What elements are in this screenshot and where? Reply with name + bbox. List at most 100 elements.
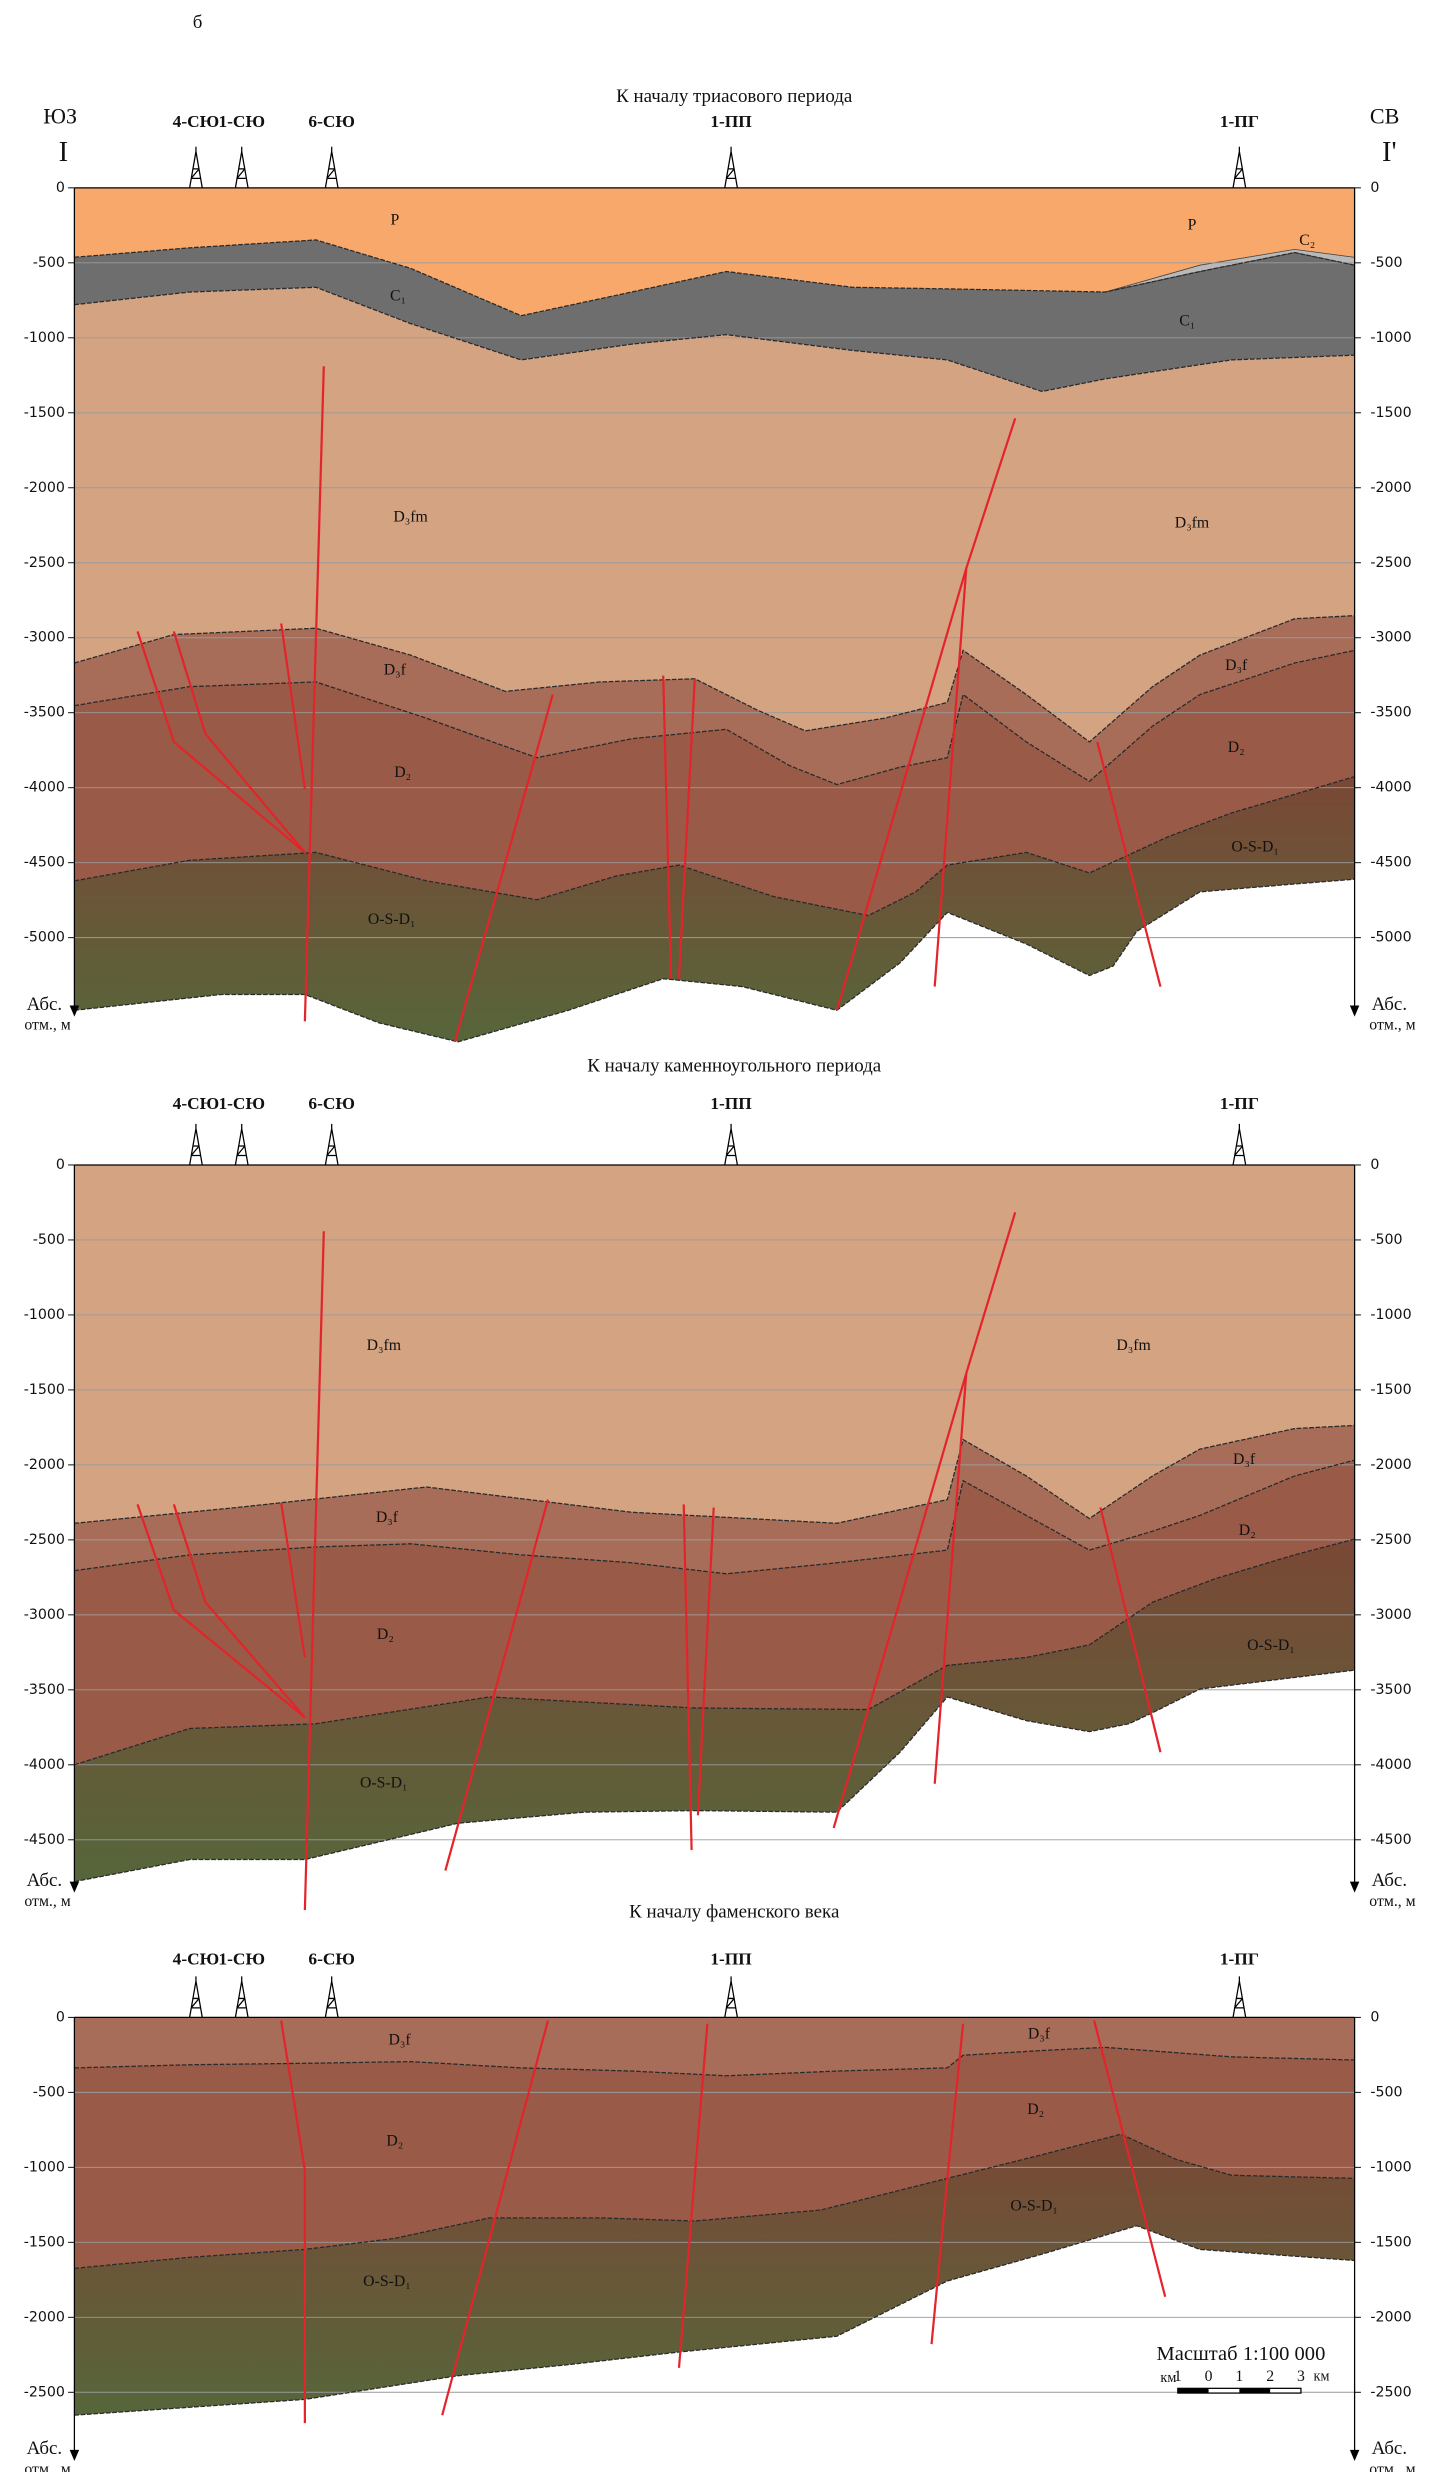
panel-title: К началу фаменского века (629, 1902, 840, 1923)
depth-tick-label: 0 (1370, 2009, 1379, 2025)
layer-label: O-S-D₁ (368, 911, 416, 928)
depth-axis-label: Абс. (1372, 1870, 1408, 1891)
scale-bar: Масштаб 1:100 000 км 1 0 1 2 3 км (1157, 2343, 1330, 2393)
depth-axis-unit: отм., м (24, 1017, 70, 1034)
depth-tick-label: -2000 (1370, 480, 1411, 496)
depth-tick-label: 0 (56, 180, 65, 196)
depth-axis-unit: отм., м (1369, 1893, 1415, 1910)
well-icon (325, 1124, 338, 1165)
well-label: 1-ПГ (1220, 1950, 1259, 1969)
depth-tick-label: -2500 (1370, 555, 1411, 571)
well-icon (235, 147, 248, 188)
scale-title: Масштаб 1:100 000 (1157, 2343, 1326, 2365)
well-label: 4-СЮ (173, 1094, 220, 1113)
layer-label: D₂ (1228, 739, 1245, 756)
scale-tick: 1 (1235, 2368, 1243, 2385)
depth-axis-unit: отм., м (24, 2461, 70, 2472)
well-label: 1-СЮ (218, 1950, 265, 1969)
well-label: 1-ПГ (1220, 1094, 1259, 1113)
layer-label: D₃f (1233, 1451, 1256, 1468)
depth-tick-label: -3000 (24, 630, 65, 646)
depth-tick-label: -4000 (1370, 780, 1411, 796)
well-label: 6-СЮ (308, 1950, 355, 1969)
depth-tick-label: -5000 (1370, 930, 1411, 946)
layer-label: C₂ (1299, 232, 1315, 249)
depth-tick-label: -1500 (24, 2234, 65, 2250)
depth-tick-label: 0 (1370, 180, 1379, 196)
depth-axis-label: Абс. (1372, 994, 1408, 1015)
well-icon (325, 147, 338, 188)
depth-axis-unit: отм., м (1369, 1017, 1415, 1034)
layer-label: D₃f (389, 2032, 412, 2049)
depth-tick-label: 0 (56, 2009, 65, 2025)
well-icon (1233, 1976, 1246, 2017)
depth-tick-label: -4500 (1370, 855, 1411, 871)
layer-label: D₂ (1239, 1522, 1256, 1539)
layer-label: D₂ (386, 2133, 403, 2150)
well-label: 1-СЮ (218, 1094, 265, 1113)
scale-tick: 3 (1297, 2368, 1305, 2385)
layer-label: P (390, 212, 399, 229)
well-icon (1233, 1124, 1246, 1165)
depth-tick-label: -1000 (1370, 2159, 1411, 2175)
depth-tick-label: -1000 (24, 2159, 65, 2175)
well-icon (1233, 147, 1246, 188)
depth-tick-label: -500 (33, 2084, 65, 2100)
depth-tick-label: -2000 (24, 480, 65, 496)
well-label: 1-ПП (710, 1094, 752, 1113)
depth-tick-label: -500 (1370, 2084, 1402, 2100)
depth-tick-label: -3500 (24, 705, 65, 721)
axis-arrow (70, 1882, 79, 1893)
profile-mark-left: I (59, 137, 68, 168)
depth-axis-label: Абс. (1372, 2438, 1408, 2459)
depth-tick-label: -3500 (1370, 1682, 1411, 1698)
well-icon (190, 1124, 203, 1165)
layer-label: D₃f (1028, 2025, 1051, 2042)
layer-label: D₃f (376, 1509, 399, 1526)
depth-tick-label: -1500 (1370, 405, 1411, 421)
depth-tick-label: -2500 (24, 1532, 65, 1548)
depth-tick-label: -3000 (1370, 630, 1411, 646)
depth-tick-label: -2000 (1370, 1457, 1411, 1473)
profile-mark-right: I' (1382, 137, 1397, 168)
well-label: 1-ПГ (1220, 112, 1259, 131)
depth-tick-label: -1500 (1370, 1382, 1411, 1398)
depth-axis-unit: отм., м (24, 1893, 70, 1910)
well-icon (725, 1124, 738, 1165)
depth-tick-label: -4500 (24, 855, 65, 871)
well-icon (235, 1124, 248, 1165)
depth-axis-label: Абс. (27, 2438, 63, 2459)
depth-tick-label: -5000 (24, 930, 65, 946)
scale-bar-segment (1239, 2388, 1270, 2393)
layer-label: O-S-D₁ (363, 2273, 411, 2290)
depth-tick-label: 0 (1370, 1157, 1379, 1173)
figure-letter: б (193, 12, 203, 33)
axis-arrow (70, 1006, 79, 1017)
depth-tick-label: -1000 (1370, 1307, 1411, 1323)
well-icon (325, 1976, 338, 2017)
layer-label: D₃fm (367, 1337, 402, 1354)
depth-tick-label: -2000 (1370, 2309, 1411, 2325)
layer-label: D₃fm (1175, 515, 1210, 532)
scale-tick: 0 (1205, 2368, 1213, 2385)
direction-right: СВ (1370, 103, 1399, 128)
well-label: 1-ПП (710, 1950, 752, 1969)
layer-label: D₃fm (393, 508, 428, 525)
depth-tick-label: -4000 (24, 1757, 65, 1773)
depth-tick-label: -2500 (24, 555, 65, 571)
layer-label: O-S-D₁ (1247, 1637, 1295, 1654)
well-label: 6-СЮ (308, 112, 355, 131)
well-icon (190, 147, 203, 188)
axis-arrow (1350, 1882, 1359, 1893)
layer-label: D₃f (384, 662, 407, 679)
layer-label: D₂ (377, 1626, 394, 1643)
depth-tick-label: -1000 (24, 1307, 65, 1323)
well-icon (725, 1976, 738, 2017)
axis-arrow (70, 2450, 79, 2461)
depth-tick-label: -3500 (24, 1682, 65, 1698)
depth-tick-label: -2000 (24, 1457, 65, 1473)
depth-tick-label: -1500 (1370, 2234, 1411, 2250)
well-label: 4-СЮ (173, 1950, 220, 1969)
